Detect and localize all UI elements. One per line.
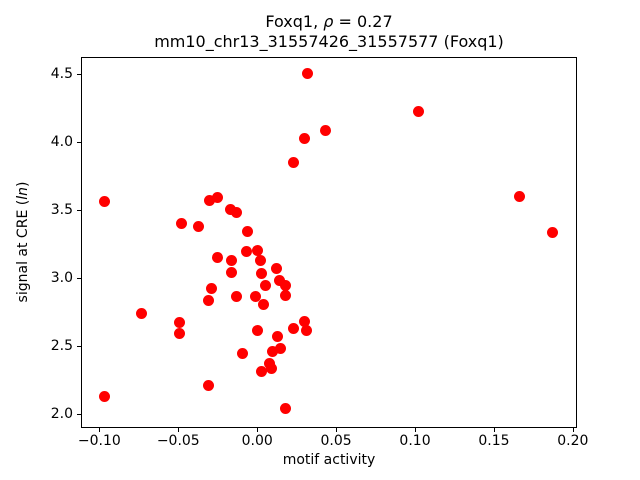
y-axis-label-text: signal at CRE ( xyxy=(15,199,31,303)
chart-title-line2: mm10_chr13_31557426_31557577 (Foxq1) xyxy=(154,32,504,51)
x-tick-label: −0.05 xyxy=(156,433,200,449)
x-tick-label: −0.10 xyxy=(77,433,121,449)
data-point xyxy=(212,251,224,263)
data-point xyxy=(412,106,424,118)
data-point xyxy=(272,330,284,342)
y-tick-mark xyxy=(77,413,81,415)
data-point xyxy=(174,317,186,329)
data-point xyxy=(300,325,312,337)
y-tick-mark xyxy=(77,73,81,75)
data-point xyxy=(259,280,271,292)
data-point xyxy=(98,196,110,208)
data-point xyxy=(136,307,148,319)
data-point xyxy=(226,266,238,278)
data-point xyxy=(202,379,214,391)
data-point xyxy=(224,204,236,216)
y-tick-label: 2.0 xyxy=(50,405,73,422)
data-point xyxy=(280,289,292,301)
chart-title: Foxq1, ρ = 0.27 mm10_chr13_31557426_3155… xyxy=(81,12,577,52)
x-tick-mark xyxy=(415,428,417,432)
chart-title-line1: Foxq1, ρ = 0.27 xyxy=(81,12,577,32)
data-point xyxy=(251,245,263,257)
data-point xyxy=(299,315,311,327)
x-tick-mark xyxy=(336,428,338,432)
data-point xyxy=(287,156,299,168)
title-rho-symbol: ρ xyxy=(323,12,334,31)
data-point xyxy=(299,133,311,145)
data-point xyxy=(98,390,110,402)
data-point xyxy=(513,190,525,202)
y-tick-label: 3.0 xyxy=(50,269,73,286)
x-axis-label: motif activity xyxy=(282,452,376,468)
data-point xyxy=(265,363,277,375)
data-point xyxy=(273,274,285,286)
y-tick-label: 4.5 xyxy=(50,65,73,82)
data-point xyxy=(251,325,263,337)
y-tick-mark xyxy=(77,277,81,279)
data-point xyxy=(270,262,282,274)
data-point xyxy=(546,227,558,239)
x-tick-label: 0.15 xyxy=(478,433,510,449)
data-point xyxy=(202,295,214,307)
data-point xyxy=(302,68,314,80)
data-point xyxy=(204,194,216,206)
x-tick-mark xyxy=(493,428,495,432)
title-gene-label: Foxq1, xyxy=(265,12,324,31)
x-tick-label: 0.10 xyxy=(399,433,431,449)
x-tick-label: 0.05 xyxy=(320,433,352,449)
data-point xyxy=(275,342,287,354)
data-point xyxy=(174,328,186,340)
data-point xyxy=(193,220,205,232)
data-point xyxy=(242,225,254,237)
plot-area: −0.10 −0.05 0.00 0.05 0.10 0.15 0.20 2.0 2.5 3.0 3… xyxy=(51,57,588,449)
data-point xyxy=(226,254,238,266)
data-point xyxy=(256,268,268,280)
data-point xyxy=(250,291,262,303)
y-axis-label: signal at CRE (ln) xyxy=(15,182,31,303)
x-tick-mark xyxy=(178,428,180,432)
y-tick-mark xyxy=(77,345,81,347)
data-point xyxy=(319,125,331,137)
x-tick-mark xyxy=(99,428,101,432)
data-point xyxy=(212,191,224,203)
y-axis-label-ln: ln xyxy=(15,187,31,200)
data-point xyxy=(175,217,187,229)
data-point xyxy=(280,402,292,414)
data-point xyxy=(267,345,279,357)
y-tick-label: 2.5 xyxy=(50,337,73,354)
x-tick-label: 0.00 xyxy=(241,433,273,449)
x-tick-label: 0.20 xyxy=(557,433,589,449)
data-point xyxy=(254,254,266,266)
y-axis-label-paren: ) xyxy=(15,181,31,188)
data-point xyxy=(231,291,243,303)
x-tick-mark xyxy=(257,428,259,432)
y-tick-mark xyxy=(77,209,81,211)
y-tick-label: 4.0 xyxy=(50,133,73,150)
data-point xyxy=(205,283,217,295)
y-tick-mark xyxy=(77,141,81,143)
data-point xyxy=(256,366,268,378)
x-tick-mark xyxy=(572,428,574,432)
y-tick-label: 3.5 xyxy=(50,201,73,218)
data-point xyxy=(231,206,243,218)
data-point xyxy=(240,246,252,258)
data-point xyxy=(237,348,249,360)
title-rho-value: = 0.27 xyxy=(333,12,393,31)
data-point xyxy=(280,280,292,292)
data-point xyxy=(287,322,299,334)
data-point xyxy=(258,299,269,311)
